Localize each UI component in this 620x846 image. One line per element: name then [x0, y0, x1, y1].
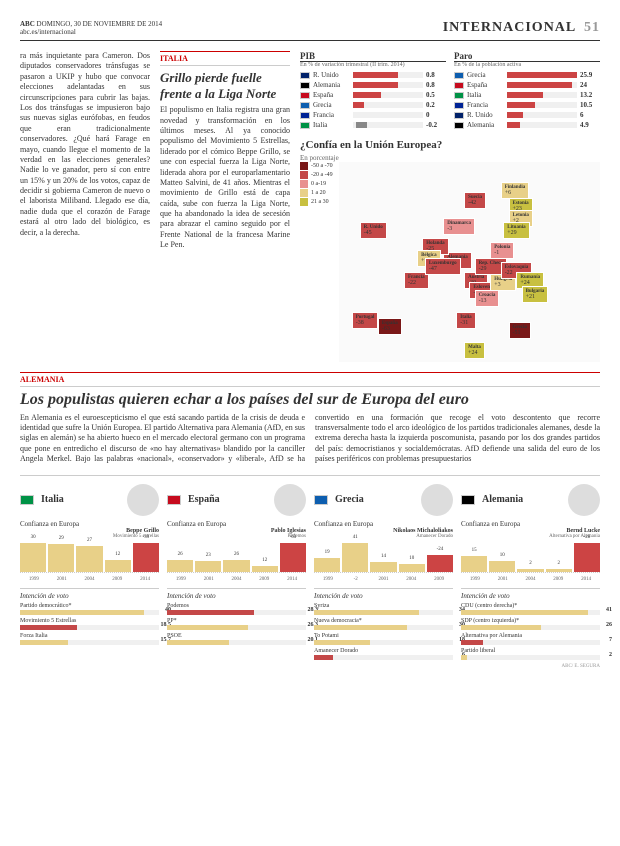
pib-row: España 0.5: [300, 91, 446, 99]
paro-row: Grecia 25.9: [454, 71, 600, 79]
header-meta: ABC DOMINGO, 30 DE NOVIEMBRE DE 2014 abc…: [20, 20, 162, 36]
map-country: Croacia-13: [475, 290, 500, 307]
map-country: Italia-31: [456, 312, 475, 329]
top-section: ra más inquietante para Cameron. Dos dip…: [20, 51, 600, 362]
vote-row: Forza Italia 15.7: [20, 633, 159, 645]
top-charts: PIB En % de variación trimestral (II tri…: [300, 51, 600, 131]
alemania-body: En Alemania es el euroescepticismo el qu…: [20, 413, 600, 465]
leader-col: Italia Confianza en Europa Beppe Grillo …: [20, 484, 159, 660]
alemania-tag: ALEMANIA: [20, 372, 600, 387]
italia-tag: ITALIA: [160, 51, 290, 66]
leaders-row: Italia Confianza en Europa Beppe Grillo …: [20, 475, 600, 660]
paro-chart: Paro En % de la población activa Grecia …: [454, 51, 600, 131]
pib-row: Alemania 0.8: [300, 81, 446, 89]
map-country: Grecia-51: [509, 322, 531, 339]
italia-body: El populismo en Italia registra una gran…: [160, 105, 290, 250]
vote-row: Podemos 28.3: [167, 603, 306, 615]
vote-row: Movimiento 5 Estrellas 18.5: [20, 618, 159, 630]
vote-row: PSOE 20.1: [167, 633, 306, 645]
pib-chart: PIB En % de variación trimestral (II tri…: [300, 51, 446, 131]
leader-col: España Confianza en Europa Pablo Iglesia…: [167, 484, 306, 660]
page-header: ABC DOMINGO, 30 DE NOVIEMBRE DE 2014 abc…: [20, 20, 600, 41]
vote-row: To Potami 18: [314, 633, 453, 645]
avatar: [568, 484, 600, 516]
legend-item: 21 a 30: [300, 198, 333, 206]
pib-row: Francia 0: [300, 111, 446, 119]
paro-sub: En % de la población activa: [454, 62, 600, 68]
credit: ABC/ E. SEGURA: [20, 664, 600, 669]
vote-row: SDP (centro izquierda)* 26: [461, 618, 600, 630]
map-country: Bulgaria+21: [522, 286, 549, 303]
pib-row: Italia -0.2: [300, 121, 446, 129]
page-number: 51: [584, 20, 600, 35]
pub-name: ABC: [20, 20, 35, 28]
avatar: [274, 484, 306, 516]
map-legend: -50 a -70-20 a -490 a-191 a 2021 a 30: [300, 162, 333, 362]
vote-row: Alternativa por Alemania 7: [461, 633, 600, 645]
map-country: Suecia-42: [464, 192, 486, 209]
vote-row: Partido liberal 2: [461, 648, 600, 660]
vote-row: CDU (centro derecha)* 41: [461, 603, 600, 615]
paro-row: R. Unido 6: [454, 111, 600, 119]
paro-row: España 24: [454, 81, 600, 89]
avatar: [127, 484, 159, 516]
vote-row: Nueva democracia* 30: [314, 618, 453, 630]
section-title: INTERNACIONAL 51: [443, 20, 600, 36]
map-country: R. Unido-45: [360, 222, 387, 239]
vote-row: Syriza 34: [314, 603, 453, 615]
paro-row: Italia 13.2: [454, 91, 600, 99]
column-2: ITALIA Grillo pierde fuelle frente a la …: [160, 51, 290, 362]
pib-row: Grecia 0.2: [300, 101, 446, 109]
vote-row: Amanecer Dorado 6: [314, 648, 453, 660]
alemania-title: Los populistas quieren echar a los paíse…: [20, 391, 600, 409]
legend-item: 0 a-19: [300, 180, 333, 188]
charts-column: PIB En % de variación trimestral (II tri…: [300, 51, 600, 362]
leader-col: Grecia Confianza en Europa Nikolaos Mich…: [314, 484, 453, 660]
vote-row: PP* 26.3: [167, 618, 306, 630]
map-country: Dinamarca-3: [443, 218, 475, 235]
map-area: R. Unido-45 Francia-22 España-63 Portuga…: [339, 162, 600, 362]
alemania-article: ALEMANIA Los populistas quieren echar a …: [20, 372, 600, 465]
legend-item: -20 a -49: [300, 171, 333, 179]
pib-row: R. Unido 0.8: [300, 71, 446, 79]
pib-title: PIB: [300, 51, 446, 62]
paro-row: Alemania 4.9: [454, 121, 600, 129]
map-country: Malta+24: [464, 342, 485, 359]
map-country: Finlandia+6: [501, 182, 530, 199]
paro-row: Francia 10.5: [454, 101, 600, 109]
paro-title: Paro: [454, 51, 600, 62]
legend-item: -50 a -70: [300, 162, 333, 170]
legend-item: 1 a 20: [300, 189, 333, 197]
map-country: Polonia-1: [490, 242, 514, 259]
pib-sub: En % de variación trimestral (II trim. 2…: [300, 62, 446, 68]
italia-title: Grillo pierde fuelle frente a la Liga No…: [160, 70, 290, 101]
map-country: Portugal-38: [352, 312, 379, 329]
column-1: ra más inquietante para Cameron. Dos dip…: [20, 51, 150, 362]
map-sub: En porcentaje: [300, 154, 600, 162]
vote-row: Partido democrático* 40: [20, 603, 159, 615]
map-country: España-63: [378, 318, 402, 335]
avatar: [421, 484, 453, 516]
section-name: INTERNACIONAL: [443, 20, 576, 35]
pub-url: abc.es/internacional: [20, 28, 76, 36]
pub-date: DOMINGO, 30 DE NOVIEMBRE DE 2014: [37, 20, 163, 28]
map-country: Lituania+29: [503, 222, 529, 239]
map-country: Luxemburgo-47: [425, 258, 461, 275]
map-title: ¿Confía en la Unión Europea?: [300, 139, 600, 151]
leader-col: Alemania Confianza en Europa Bernd Lucke…: [461, 484, 600, 660]
